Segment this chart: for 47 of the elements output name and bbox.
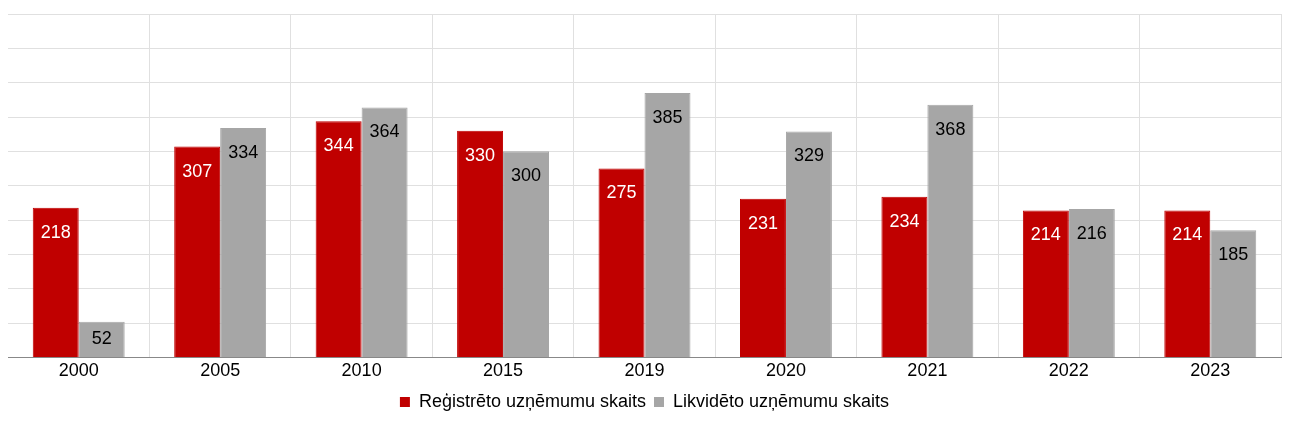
- x-tick-label: 2021: [907, 360, 948, 381]
- bar: [220, 128, 267, 357]
- data-label: 185: [1218, 244, 1249, 265]
- data-label: 329: [793, 145, 824, 166]
- data-label: 52: [91, 328, 112, 349]
- bar: [315, 121, 362, 357]
- bar: [598, 168, 645, 357]
- data-label: 231: [747, 212, 778, 233]
- bar: [457, 130, 504, 357]
- bar: [927, 104, 974, 357]
- data-label: 368: [935, 118, 966, 139]
- data-label: 307: [182, 160, 213, 181]
- bar: [1068, 209, 1115, 357]
- legend-label: Likvidēto uzņēmumu skaits: [673, 390, 890, 411]
- x-tick-label: 2005: [200, 360, 241, 381]
- x-tick-label: 2022: [1048, 360, 1089, 381]
- data-label: 214: [1172, 224, 1203, 245]
- data-label: 216: [1076, 223, 1107, 244]
- data-label: 344: [323, 135, 354, 156]
- data-label: 364: [369, 121, 400, 142]
- x-tick-label: 2010: [341, 360, 382, 381]
- legend-label: Reģistrēto uzņēmumu skaits: [418, 390, 646, 411]
- data-label: 275: [606, 182, 637, 203]
- bar: [503, 151, 550, 357]
- data-label: 214: [1030, 224, 1061, 245]
- bar: [361, 107, 408, 357]
- data-label: 234: [889, 210, 920, 231]
- bar: [785, 131, 832, 357]
- data-label: 218: [40, 221, 71, 242]
- x-tick-label: 2020: [765, 360, 806, 381]
- bar: [78, 321, 125, 357]
- x-tick-label: 2019: [624, 360, 665, 381]
- bar: [1022, 210, 1069, 357]
- x-tick-label: 2023: [1190, 360, 1231, 381]
- bar: [1164, 210, 1211, 357]
- bar: [644, 92, 691, 357]
- bar: [174, 146, 221, 357]
- bar: [739, 198, 786, 357]
- data-label: 334: [228, 141, 259, 162]
- x-tick-label: 2000: [58, 360, 99, 381]
- data-label: 300: [511, 165, 542, 186]
- x-tick-label: 2015: [483, 360, 524, 381]
- bar: [881, 196, 928, 357]
- data-label: 385: [652, 106, 683, 127]
- bar: [1210, 230, 1257, 357]
- bar: [32, 207, 79, 357]
- data-label: 330: [465, 144, 496, 165]
